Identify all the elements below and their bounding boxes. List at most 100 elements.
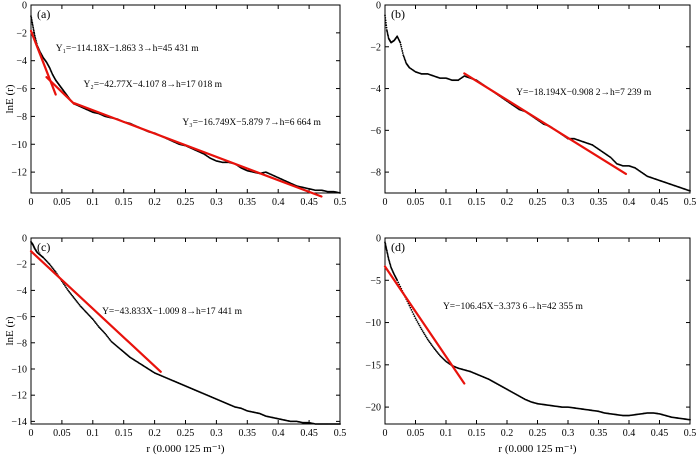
fit-equation-1: Y=−43.833X−1.009 8→h=17 441 m (102, 307, 243, 317)
x-tick-label: 0.15 (115, 197, 133, 208)
x-tick-label: 0.05 (53, 197, 71, 208)
data-point (92, 319, 95, 322)
data-point (33, 31, 35, 34)
data-point (32, 29, 35, 32)
data-point (49, 264, 52, 267)
data-point (410, 308, 413, 311)
data-point (67, 289, 69, 292)
data-point (385, 249, 388, 252)
plot-frame (30, 237, 341, 425)
y-tick-label: −15 (365, 360, 381, 371)
y-tick-label: −8 (16, 338, 27, 349)
y-tick-label: 0 (376, 234, 381, 245)
y-tick-label: −20 (365, 403, 381, 414)
x-tick-label: 0.4 (272, 428, 285, 439)
data-point (432, 347, 435, 349)
data-point (97, 324, 99, 327)
y-tick-label: −2 (370, 42, 381, 53)
data-point (50, 265, 53, 268)
data-point (385, 248, 388, 251)
data-point (385, 26, 388, 29)
data-point (386, 252, 389, 255)
data-point (339, 423, 341, 425)
data-point (422, 331, 425, 334)
y-tick-label: −6 (16, 84, 27, 95)
data-point (75, 299, 78, 302)
y-tick-label: −2 (16, 28, 27, 39)
data-point (52, 268, 55, 271)
data-point (385, 21, 387, 24)
data-point (404, 59, 407, 62)
data-point (66, 287, 68, 290)
x-tick-label: 0.45 (651, 197, 669, 208)
x-tick-label: 0.1 (440, 428, 453, 439)
x-tick-label: 0.25 (177, 197, 195, 208)
data-point (31, 23, 34, 26)
data-point (427, 339, 430, 342)
data-point (402, 54, 405, 57)
y-tick-label: −6 (370, 126, 381, 137)
fit-line-1 (29, 250, 162, 373)
plot-frame (384, 237, 691, 425)
y-tick-label: 0 (22, 234, 27, 245)
x-tick-label: 0.45 (300, 428, 318, 439)
x-tick-label: 0.3 (562, 428, 575, 439)
data-point (399, 41, 402, 44)
data-point (403, 57, 406, 59)
data-point (433, 348, 436, 351)
fit-line-1 (463, 72, 628, 176)
data-point (408, 304, 411, 307)
x-tick-label: 0.25 (529, 428, 547, 439)
data-point (384, 16, 387, 19)
data-point (384, 244, 387, 246)
data-point (63, 283, 65, 286)
data-point (400, 47, 403, 50)
data-point (436, 352, 439, 354)
data-point (414, 317, 417, 320)
data-series (30, 241, 341, 425)
data-point (428, 341, 431, 344)
data-point (387, 255, 389, 258)
y-tick-label: −8 (16, 112, 27, 123)
x-tick-label: 0.05 (407, 428, 425, 439)
panel-2: 0 0.05 0.1 0.15 0.2 0.25 0.3 0.35 0.4 0.45 0.5 0 −2 −… (4, 234, 346, 456)
panel-label: (d) (391, 240, 405, 254)
data-point (386, 254, 389, 256)
data-point (385, 245, 387, 248)
x-tick-label: 0.35 (239, 197, 257, 208)
data-point (429, 342, 432, 345)
data-point (64, 284, 66, 287)
data-point (402, 55, 405, 58)
data-point (415, 319, 418, 322)
data-point (389, 263, 392, 266)
fit-line-3 (73, 102, 323, 198)
fit-equation-2: Y₂=−42.77X−4.107 8→h=17 018 m (84, 80, 223, 90)
data-point (400, 45, 403, 48)
data-point (388, 262, 391, 265)
data-point (385, 24, 388, 27)
fit-equation-1: Y=−106.45X−3.373 6→h=42 355 m (443, 302, 584, 312)
data-point (387, 34, 389, 37)
data-point (403, 58, 406, 61)
x-tick-label: 0.4 (623, 428, 636, 439)
x-tick-label: 0 (383, 197, 388, 208)
x-tick-label: 0.45 (651, 428, 669, 439)
x-tick-label: 0.1 (440, 197, 453, 208)
data-series (384, 241, 691, 421)
data-point (106, 335, 109, 338)
x-axis-title: r (0.000 125 m⁻¹) (146, 443, 224, 455)
y-axis-title: lnE (r) (4, 84, 16, 113)
data-point (69, 292, 72, 294)
data-point (33, 34, 36, 37)
data-point (32, 28, 35, 31)
data-point (401, 52, 404, 54)
x-tick-label: 0.2 (148, 197, 161, 208)
data-point (385, 29, 388, 31)
data-point (104, 332, 107, 335)
y-tick-label: −10 (11, 140, 27, 151)
y-tick-label: −2 (16, 260, 27, 271)
plot-frame (30, 4, 341, 194)
data-point (105, 334, 108, 336)
data-point (68, 290, 71, 293)
x-tick-label: 0.35 (590, 428, 608, 439)
